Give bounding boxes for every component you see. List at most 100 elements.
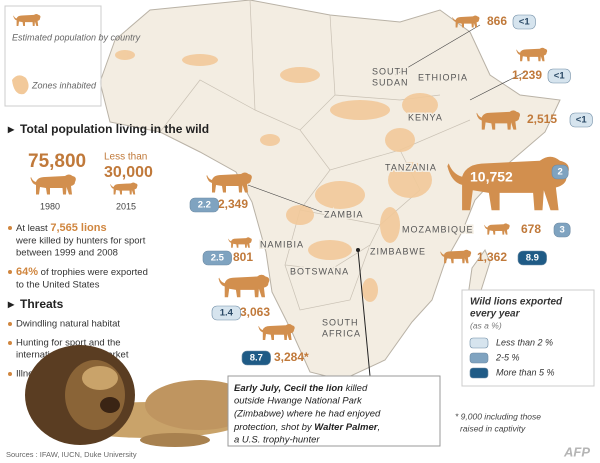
lion-icon xyxy=(30,174,76,195)
legend-label: Less than 2 % xyxy=(496,337,553,347)
population: 2,349 xyxy=(218,197,248,211)
bullet xyxy=(8,372,12,376)
export-legend-title: Wild lions exported xyxy=(470,297,563,308)
legend-swatch xyxy=(469,352,489,364)
caption-text: protection, shot by xyxy=(233,422,314,433)
export-value: 2.5 xyxy=(211,253,225,264)
legend-label: 2-5 % xyxy=(495,352,520,362)
zones xyxy=(115,50,438,302)
export-badge xyxy=(551,164,569,180)
export-value: 3 xyxy=(559,225,564,236)
trophies-text: to the United States xyxy=(16,280,100,291)
country-label: ZAMBIA xyxy=(324,209,364,219)
population: 801 xyxy=(233,250,253,264)
export-value: 1.4 xyxy=(220,308,234,319)
pointer xyxy=(394,24,481,76)
hwange-point xyxy=(356,248,360,252)
summary: ▸ Total population living in the wild 75… xyxy=(7,122,209,379)
caption-bold: Early July, Cecil the lion xyxy=(234,383,343,394)
killed-line: At least 7,565 lions xyxy=(16,222,107,234)
zone xyxy=(330,100,390,120)
cecil-photo xyxy=(25,345,255,447)
population: 10,752 xyxy=(470,169,513,185)
zone xyxy=(260,134,280,146)
caption-line: a U.S. trophy-hunter xyxy=(234,435,320,446)
bullet-arrow: ▸ xyxy=(7,297,15,311)
export-value: <1 xyxy=(576,115,588,126)
lion-icon xyxy=(484,223,510,235)
threat-text: Hunting for sport and the xyxy=(16,338,121,349)
export-badge xyxy=(569,112,593,128)
current-prefix: Less than xyxy=(104,152,147,163)
country-label: BOTSWANA xyxy=(290,266,349,276)
killed-highlight: 7,565 lions xyxy=(50,222,106,234)
lion-icon xyxy=(228,237,252,248)
export-value: 2.2 xyxy=(198,200,211,211)
country-label: SOUTH xyxy=(322,317,359,327)
footnote: raised in captivity xyxy=(460,423,526,433)
country-label: AFRICA xyxy=(322,328,361,338)
export-legend-title: every year xyxy=(470,309,521,320)
past-year: 1980 xyxy=(40,201,60,211)
bullet-arrow: ▸ xyxy=(7,122,15,136)
export-value: <1 xyxy=(519,17,531,28)
legend-swatch xyxy=(469,337,489,349)
legend-population: Estimated population by country xyxy=(12,32,141,42)
legend-zones: Zones inhabited xyxy=(31,80,97,90)
map-legend: Estimated population by country Zones in… xyxy=(4,5,141,107)
zone xyxy=(385,128,415,152)
country-label: NAMIBIA xyxy=(260,239,304,249)
caption: Early July, Cecil the lion killed outsid… xyxy=(227,375,441,447)
pointer xyxy=(469,71,526,101)
population: 1,239 xyxy=(512,68,542,82)
zone xyxy=(362,278,378,302)
lion-icon xyxy=(206,172,252,193)
bullet xyxy=(8,226,12,230)
sources: Sources : IFAW, IUCN, Duke University xyxy=(6,450,137,459)
population: 678 xyxy=(521,222,541,236)
zone xyxy=(286,205,314,225)
zone-swatch xyxy=(12,75,29,95)
export-value: 8.9 xyxy=(526,253,539,264)
killed-lead: At least xyxy=(16,223,48,234)
export-badge xyxy=(211,305,241,321)
export-badge xyxy=(517,250,547,266)
bullet xyxy=(8,270,12,274)
zone xyxy=(308,240,352,260)
threats-title: Threats xyxy=(20,297,64,311)
caption-pointer xyxy=(357,249,371,377)
bullet xyxy=(8,322,12,326)
export-badge xyxy=(547,68,571,84)
caption-box xyxy=(227,375,441,447)
export-legend-unit: (as a %) xyxy=(470,320,502,330)
export-badge xyxy=(241,350,271,366)
population: 3,284* xyxy=(274,350,309,364)
zone xyxy=(388,162,432,198)
population: 866 xyxy=(487,14,507,28)
country-label: TANZANIA xyxy=(385,162,437,172)
lion-icon xyxy=(258,324,295,340)
export-legend: Wild lions exported every year (as a %) … xyxy=(461,289,595,387)
zone xyxy=(402,93,438,117)
lion-icon xyxy=(516,47,548,62)
killed-text: between 1999 and 2008 xyxy=(16,248,118,259)
bullet xyxy=(8,341,12,345)
export-badge xyxy=(553,222,571,238)
credit: AFP xyxy=(563,444,590,459)
trophies-highlight: 64% xyxy=(16,266,38,278)
population: 3,063 xyxy=(240,305,270,319)
trophies-text: of trophies were exported xyxy=(41,267,148,278)
trophies-line: 64% of trophies were exported xyxy=(16,266,148,278)
country-label: ZIMBABWE xyxy=(370,246,426,256)
export-badge xyxy=(202,250,232,266)
threat-text: Dwindling natural habitat xyxy=(16,319,120,330)
export-badge xyxy=(512,14,536,30)
legend-label: More than 5 % xyxy=(496,367,555,377)
population: 2,515 xyxy=(527,112,557,126)
caption-line: outside Hwange National Park xyxy=(234,396,363,407)
caption-text: , xyxy=(377,422,380,433)
footnote: * 9,000 including those xyxy=(455,411,541,421)
country-label: ETHIOPIA xyxy=(418,72,468,82)
population: 1,362 xyxy=(477,250,507,264)
zone xyxy=(182,54,218,66)
